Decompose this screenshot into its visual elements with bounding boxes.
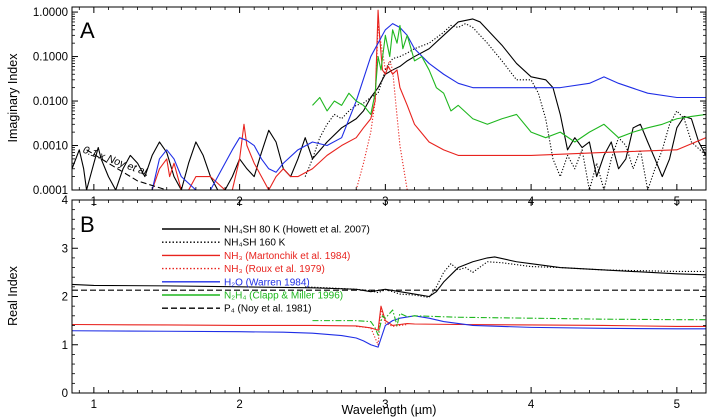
legend-label-n2h4_clapp: N₂H₄ (Clapp & Miller 1996): [224, 291, 343, 302]
panel-b-ytick-label: 3: [62, 243, 68, 255]
legend-label-nh3_martonchik: NH₃ (Martonchik et al. 1984): [224, 251, 350, 262]
panel-b-ticks: 1 2 3 4 5 0 1 2 3 4: [62, 195, 707, 411]
panel-a-series-nh3_roux: [355, 24, 408, 190]
panel-a-ytick-label: 0.0010: [33, 141, 68, 153]
legend-label-nh3_roux: NH₃ (Roux et al. 1979): [224, 264, 325, 275]
panel-a-ytick-label: 0.0100: [33, 96, 68, 108]
panel-b-series-n2h4_clapp: [312, 309, 706, 336]
panel-a-ytick-label: 0.0001: [33, 185, 68, 197]
panel-a-annotation: 0.1 x Noy et al.: [81, 144, 151, 179]
panel-a-label: A: [80, 18, 95, 43]
panel-b-ytick-label: 2: [62, 292, 68, 304]
panel-b-ytick-label: 4: [62, 195, 69, 207]
legend-label-h2o_warren: H₂O (Warren 1984): [224, 277, 310, 288]
panel-b-series-nh3_martonchik: [72, 305, 706, 331]
panel-a-series-nh3_martonchik: [151, 9, 706, 190]
legend-label-nh4sh80: NH₄SH 80 K (Howett et al. 2007): [224, 225, 370, 236]
panel-b-ytick-label: 1: [62, 340, 68, 352]
legend-label-nh4sh160: NH₄SH 160 K: [224, 238, 286, 249]
panel-b-xtick-label: 4: [528, 399, 535, 411]
panel-b-label: B: [80, 212, 95, 237]
panel-a-frame: [71, 6, 707, 191]
panel-b-xtick-label: 5: [674, 399, 680, 411]
panel-a-series-n2h4_clapp: [312, 24, 706, 143]
panel-b-xtick-label: 1: [91, 399, 97, 411]
panel-b-series-group: [72, 256, 706, 348]
panel-a-series-group: [72, 9, 706, 190]
panel-b-ytick-label: 0: [62, 388, 68, 400]
panel-a-ytick-label: 1.0000: [33, 7, 68, 19]
panel-b-xlabel: Wavelength (µm): [342, 403, 437, 417]
panel-a-series-noy: [86, 149, 167, 190]
panel-b-xtick-label: 2: [236, 399, 242, 411]
panel-b-series-h2o_warren: [72, 315, 706, 348]
legend: NH₄SH 80 K (Howett et al. 2007) NH₄SH 160…: [162, 225, 370, 315]
panel-b-series-nh4sh80: [72, 256, 706, 298]
legend-label-noy: P₄ (Noy et al. 1981): [224, 304, 311, 315]
panel-a-ytick-label: 0.1000: [33, 52, 68, 64]
panel-b-series-nh4sh160: [305, 261, 706, 299]
panel-b-ylabel: Real Index: [6, 265, 20, 326]
panel-a-ylabel: Imaginary Index: [6, 53, 20, 143]
panel-a-series-nh4sh80: [72, 18, 706, 190]
panel-b-xtick-label: 3: [382, 399, 388, 411]
